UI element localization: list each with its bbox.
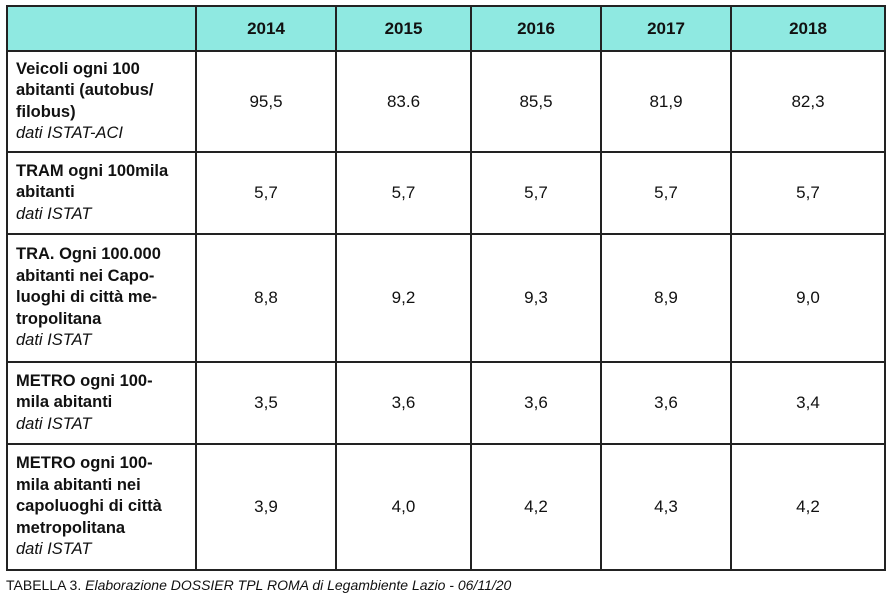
table-cell: 8,9: [600, 233, 732, 363]
row-label-line: TRA. Ogni 100.000: [16, 245, 161, 264]
row-source: dati ISTAT: [16, 414, 92, 433]
column-header: 2016: [470, 5, 602, 52]
row-label-line: metropolitana: [16, 518, 126, 537]
data-table: 2014 2015 2016 2017 2018 Veicoli ogni 100 abi…: [6, 5, 886, 571]
table-cell: 4,2: [730, 443, 886, 571]
table-cell: 4,2: [470, 443, 602, 571]
table-cell: 5,7: [600, 151, 732, 235]
header-corner: [6, 5, 197, 52]
table-cell: 4,3: [600, 443, 732, 571]
row-label-line: capoluoghi di città: [16, 497, 162, 516]
caption-prefix: TABELLA 3.: [6, 577, 86, 593]
table-row: METRO ogni 100- mila abitanti dati ISTAT 3,…: [6, 361, 886, 445]
table-cell: 3,9: [195, 443, 337, 571]
table-cell: 81,9: [600, 50, 732, 153]
table-cell: 3,6: [600, 361, 732, 445]
header-row: 2014 2015 2016 2017 2018: [6, 5, 886, 52]
row-label-line: abitanti nei Capo-: [16, 266, 155, 285]
row-label: METRO ogni 100- mila abitanti nei capoluog…: [6, 443, 197, 571]
table-cell: 9,2: [335, 233, 472, 363]
table-cell: 3,6: [335, 361, 472, 445]
table-cell: 85,5: [470, 50, 602, 153]
table-cell: 3,5: [195, 361, 337, 445]
table-caption: TABELLA 3. Elaborazione DOSSIER TPL ROMA…: [6, 577, 511, 593]
row-label-line: mila abitanti: [16, 393, 113, 412]
row-label-line: tropolitana: [16, 309, 102, 328]
caption-text: Elaborazione DOSSIER TPL ROMA di Legambi…: [85, 577, 512, 593]
table-cell: 4,0: [335, 443, 472, 571]
row-source: dati ISTAT: [16, 540, 92, 559]
row-label: METRO ogni 100- mila abitanti dati ISTAT: [6, 361, 197, 445]
row-source: dati ISTAT: [16, 204, 92, 223]
column-header: 2018: [730, 5, 886, 52]
column-header: 2015: [335, 5, 472, 52]
table-cell: 8,8: [195, 233, 337, 363]
table-cell: 3,4: [730, 361, 886, 445]
table-row: METRO ogni 100- mila abitanti nei capoluog…: [6, 443, 886, 571]
table-cell: 9,3: [470, 233, 602, 363]
row-label: TRAM ogni 100mila abitanti dati ISTAT: [6, 151, 197, 235]
table-cell: 5,7: [195, 151, 337, 235]
row-label-line: luoghi di città me-: [16, 288, 158, 307]
row-label-line: abitanti: [16, 183, 75, 202]
table-cell: 5,7: [730, 151, 886, 235]
row-source: dati ISTAT: [16, 331, 92, 350]
row-label: Veicoli ogni 100 abitanti (autobus/filobu…: [6, 50, 197, 153]
row-label-line: Veicoli ogni 100: [16, 59, 140, 78]
table-cell: 5,7: [470, 151, 602, 235]
row-label-line: METRO ogni 100-: [16, 371, 153, 390]
table-cell: 83.6: [335, 50, 472, 153]
table-row: TRA. Ogni 100.000 abitanti nei Capo-luogh…: [6, 233, 886, 363]
row-label: TRA. Ogni 100.000 abitanti nei Capo-luogh…: [6, 233, 197, 363]
row-label-line: abitanti (autobus/: [16, 81, 154, 99]
row-label-line: TRAM ogni 100mila: [16, 161, 169, 180]
table-cell: 95,5: [195, 50, 337, 153]
table-cell: 82,3: [730, 50, 886, 153]
column-header: 2017: [600, 5, 732, 52]
table-cell: 9,0: [730, 233, 886, 363]
table-cell: 5,7: [335, 151, 472, 235]
table-row: TRAM ogni 100mila abitanti dati ISTAT 5,7 5,…: [6, 151, 886, 235]
row-label-line: mila abitanti nei: [16, 475, 141, 494]
row-label-line: filobus): [16, 102, 76, 121]
table-cell: 3,6: [470, 361, 602, 445]
column-header: 2014: [195, 5, 337, 52]
row-label-line: METRO ogni 100-: [16, 454, 153, 473]
row-source: dati ISTAT-ACI: [16, 124, 123, 142]
table-row: Veicoli ogni 100 abitanti (autobus/filobu…: [6, 50, 886, 153]
